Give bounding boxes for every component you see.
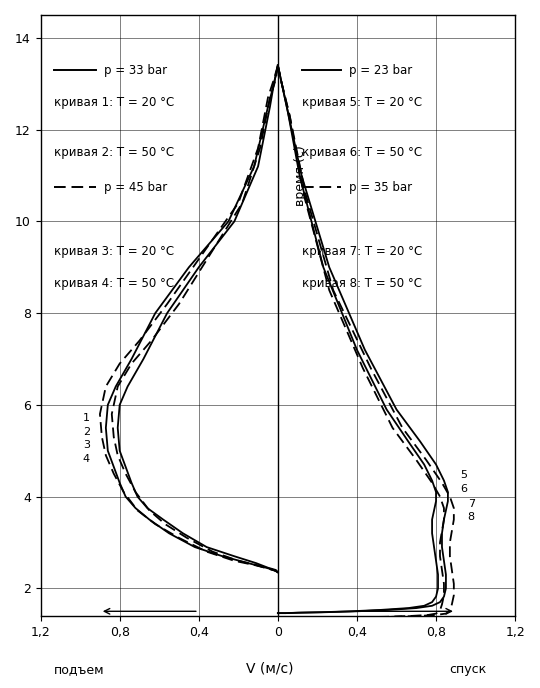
Text: кривая 1: T = 20 °C: кривая 1: T = 20 °C [55, 96, 174, 109]
Text: кривая 8: T = 50 °C: кривая 8: T = 50 °C [301, 277, 422, 290]
Text: 6: 6 [460, 484, 467, 494]
Text: кривая 6: T = 50 °C: кривая 6: T = 50 °C [301, 146, 422, 159]
Text: спуск: спуск [449, 663, 486, 676]
Text: p = 45 bar: p = 45 bar [104, 180, 167, 193]
Text: 7: 7 [468, 499, 475, 508]
Text: 3: 3 [83, 440, 90, 451]
Text: время (с): время (с) [294, 145, 307, 206]
Text: кривая 4: T = 50 °C: кривая 4: T = 50 °C [55, 277, 174, 290]
Text: подъем: подъем [54, 663, 105, 676]
Text: 1: 1 [83, 413, 90, 423]
Text: 2: 2 [83, 427, 90, 437]
Text: кривая 7: T = 20 °C: кривая 7: T = 20 °C [301, 245, 422, 258]
Text: 8: 8 [468, 513, 475, 522]
Text: p = 23 bar: p = 23 bar [349, 63, 413, 76]
Text: p = 35 bar: p = 35 bar [349, 180, 412, 193]
Text: 5: 5 [460, 471, 467, 480]
Text: V (м/с): V (м/с) [246, 662, 294, 676]
Text: p = 33 bar: p = 33 bar [104, 63, 167, 76]
Text: кривая 5: T = 20 °C: кривая 5: T = 20 °C [301, 96, 422, 109]
Text: 4: 4 [83, 454, 90, 464]
Text: кривая 3: T = 20 °C: кривая 3: T = 20 °C [55, 245, 174, 258]
Text: кривая 2: T = 50 °C: кривая 2: T = 50 °C [55, 146, 174, 159]
